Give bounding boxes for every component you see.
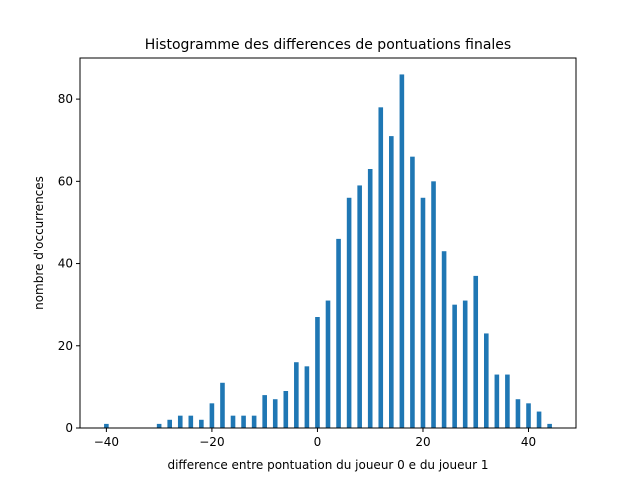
bar	[272, 399, 278, 428]
y-tick-label: 0	[65, 421, 73, 435]
bar	[167, 419, 172, 428]
chart-title: Histogramme des differences de pontuatio…	[145, 37, 511, 53]
bar	[389, 136, 394, 429]
bar	[484, 333, 489, 428]
bar	[378, 107, 384, 428]
y-tick-label: 60	[58, 174, 73, 188]
x-axis-ticks: −40 −20 0 20 40	[94, 428, 536, 449]
bar	[515, 399, 521, 428]
bar	[494, 374, 500, 428]
y-axis-label: nombre d'occurrences	[32, 176, 46, 310]
bar	[325, 300, 331, 428]
bar	[526, 403, 531, 428]
bar	[505, 374, 510, 428]
bar	[283, 391, 289, 428]
bar	[156, 423, 162, 428]
bar	[230, 415, 236, 428]
bar	[462, 300, 468, 428]
x-axis-label: difference entre pontuation du joueur 0 …	[167, 458, 488, 472]
bar	[547, 423, 552, 428]
bar	[315, 317, 320, 428]
bar	[209, 403, 215, 428]
bar	[357, 185, 362, 428]
x-tick-label: 0	[314, 435, 322, 449]
bar	[188, 415, 194, 428]
bar	[220, 382, 225, 428]
plot-frame	[79, 57, 577, 429]
bar	[536, 411, 542, 428]
bar	[441, 251, 447, 428]
y-tick-label: 80	[58, 92, 73, 106]
bar	[104, 423, 109, 428]
x-tick-label: −40	[94, 435, 119, 449]
x-tick-label: 20	[415, 435, 430, 449]
bar	[199, 419, 204, 428]
bar	[177, 415, 183, 428]
y-tick-label: 40	[58, 257, 73, 271]
bar	[241, 415, 246, 428]
bar	[346, 197, 352, 428]
bar	[294, 362, 299, 428]
bar	[251, 415, 257, 428]
bar	[367, 169, 373, 428]
y-axis-ticks: 0 20 40 60 80	[58, 92, 80, 435]
x-tick-label: 40	[521, 435, 536, 449]
bar	[420, 197, 426, 428]
bars-group	[104, 74, 552, 429]
bar	[473, 275, 479, 428]
bar	[410, 156, 415, 429]
bar	[399, 74, 405, 428]
x-tick-label: −20	[199, 435, 224, 449]
bar	[262, 395, 267, 428]
bar	[431, 181, 436, 428]
bar	[452, 304, 457, 428]
bar	[336, 238, 341, 428]
bar	[304, 366, 310, 428]
y-tick-label: 20	[58, 339, 73, 353]
